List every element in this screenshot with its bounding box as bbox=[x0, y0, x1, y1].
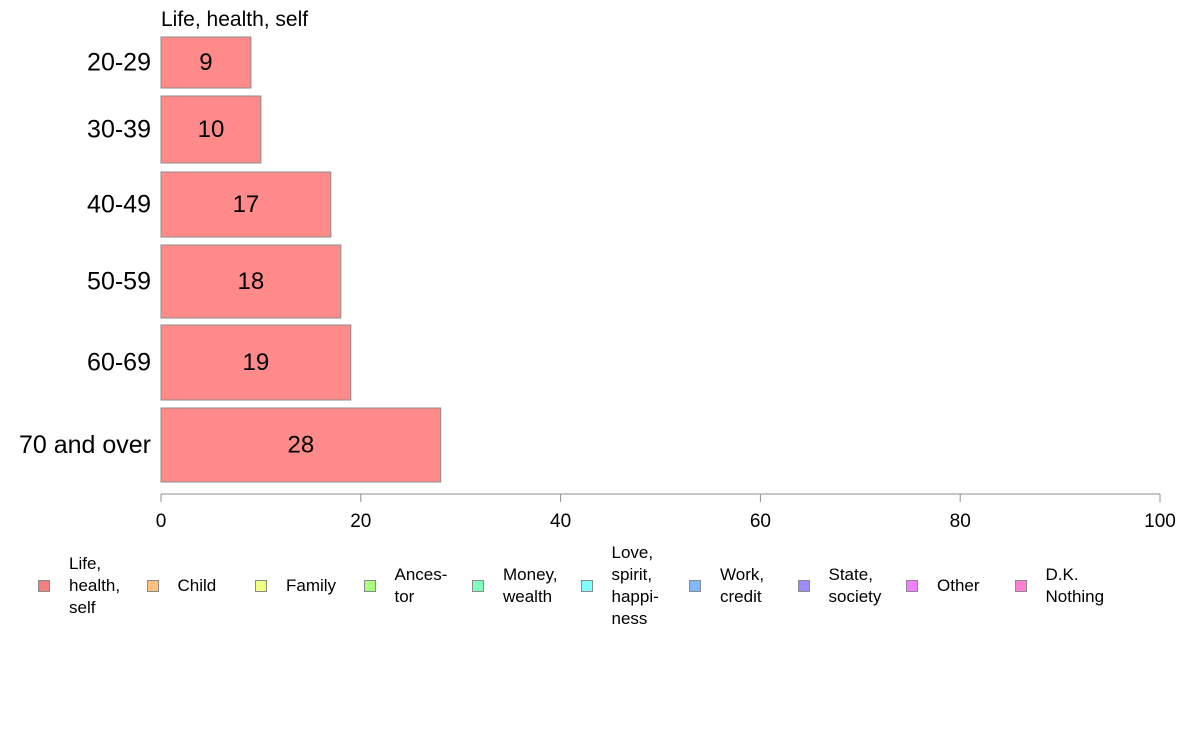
legend-label: Family bbox=[286, 576, 337, 595]
legend-label: Money, wealth bbox=[503, 565, 558, 606]
value-label: 28 bbox=[288, 432, 315, 459]
value-label: 17 bbox=[233, 191, 260, 218]
legend-label: Child bbox=[177, 576, 217, 595]
legend-label: D.K. Nothing bbox=[1045, 565, 1105, 606]
legend: Life, health, self Child Family Ances- tor M… bbox=[38, 543, 1178, 635]
legend-swatch bbox=[580, 580, 593, 592]
legend-swatch bbox=[1014, 580, 1027, 592]
legend-label: Love, spirit, happi- ness bbox=[611, 543, 659, 628]
legend-label: State, society bbox=[828, 565, 882, 606]
x-tick-label: 20 bbox=[350, 511, 371, 532]
category-label: 70 and over bbox=[19, 431, 151, 459]
legend-swatch bbox=[689, 580, 701, 592]
panel-title: Life, health, self bbox=[161, 8, 308, 31]
bars-group: 20-29 9 30-39 10 40-49 17 50-59 18 60-69 19 70 and… bbox=[19, 36, 442, 483]
bar-30-39 bbox=[160, 95, 262, 164]
category-label: 40-49 bbox=[87, 191, 151, 219]
legend-label: Other bbox=[937, 576, 980, 595]
legend-swatch bbox=[146, 580, 159, 592]
bar-chart: Life, health, self 20-29 9 30-39 10 40-49 17 5… bbox=[19, 8, 1176, 532]
category-label: 30-39 bbox=[87, 116, 151, 144]
legend-swatch bbox=[906, 580, 918, 592]
bar-20-29 bbox=[160, 36, 252, 89]
x-tick-label: 100 bbox=[1144, 511, 1176, 532]
x-axis: 0 20 40 60 80 100 bbox=[156, 493, 1176, 532]
legend-label: Life, health, self bbox=[69, 554, 121, 617]
legend-swatch bbox=[38, 580, 50, 592]
x-tick-label: 60 bbox=[750, 511, 771, 532]
legend-swatch bbox=[797, 580, 810, 592]
category-label: 50-59 bbox=[87, 268, 151, 296]
bar-70-and-over bbox=[160, 407, 442, 483]
legend-swatch bbox=[363, 580, 376, 592]
legend-swatch bbox=[255, 580, 267, 592]
legend-label: Ances- tor bbox=[394, 565, 448, 606]
category-label: 20-29 bbox=[87, 49, 151, 77]
value-label: 9 bbox=[199, 49, 212, 76]
legend-label: Work, credit bbox=[720, 565, 765, 606]
bar-40-49 bbox=[160, 171, 332, 238]
bar-50-59 bbox=[160, 244, 342, 319]
x-tick-label: 0 bbox=[156, 511, 167, 532]
x-tick-label: 80 bbox=[950, 511, 971, 532]
x-tick-label: 40 bbox=[550, 511, 571, 532]
value-label: 18 bbox=[238, 268, 265, 295]
category-label: 60-69 bbox=[87, 349, 151, 377]
legend-swatch bbox=[472, 580, 484, 592]
value-label: 10 bbox=[198, 116, 225, 143]
bar-60-69 bbox=[160, 324, 352, 401]
value-label: 19 bbox=[243, 349, 270, 376]
